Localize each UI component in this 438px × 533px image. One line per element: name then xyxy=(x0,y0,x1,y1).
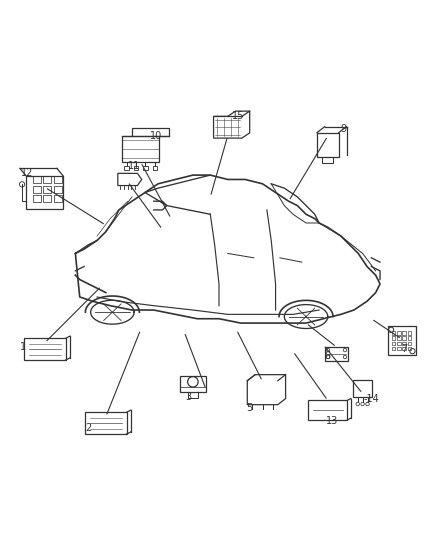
Bar xyxy=(33,176,41,183)
Text: 9: 9 xyxy=(340,124,346,134)
Bar xyxy=(54,186,62,193)
Bar xyxy=(152,166,157,170)
Text: 12: 12 xyxy=(21,168,34,178)
Bar xyxy=(408,336,411,340)
Bar xyxy=(408,331,411,335)
Bar xyxy=(33,186,41,193)
Bar xyxy=(392,336,396,340)
Bar xyxy=(397,331,401,335)
Bar xyxy=(143,166,148,170)
Bar xyxy=(43,176,51,183)
Bar xyxy=(403,342,406,345)
Bar xyxy=(408,347,411,350)
Bar xyxy=(392,331,396,335)
Bar xyxy=(54,195,62,203)
Bar xyxy=(187,392,198,398)
Bar xyxy=(392,347,396,350)
Bar xyxy=(403,347,406,350)
Bar xyxy=(408,342,411,345)
Bar xyxy=(397,347,401,350)
Text: -14: -14 xyxy=(364,394,379,404)
Text: 10: 10 xyxy=(150,131,162,141)
Bar xyxy=(43,195,51,203)
Bar xyxy=(403,331,406,335)
Bar xyxy=(403,336,406,340)
Bar xyxy=(43,186,51,193)
Bar xyxy=(124,166,129,170)
Bar xyxy=(33,195,41,203)
Bar xyxy=(134,166,138,170)
Text: 1: 1 xyxy=(20,342,26,352)
Text: 3: 3 xyxy=(185,392,191,402)
Text: 5: 5 xyxy=(246,403,253,413)
Text: 6: 6 xyxy=(325,351,331,361)
Bar xyxy=(392,342,396,345)
Bar xyxy=(54,176,62,183)
Bar xyxy=(322,157,333,163)
Text: 7: 7 xyxy=(401,344,407,354)
Bar xyxy=(397,342,401,345)
Text: 13: 13 xyxy=(326,416,338,426)
Text: 15: 15 xyxy=(233,111,245,122)
Text: 2: 2 xyxy=(85,423,92,433)
Text: 11: 11 xyxy=(128,161,140,172)
Bar xyxy=(397,336,401,340)
